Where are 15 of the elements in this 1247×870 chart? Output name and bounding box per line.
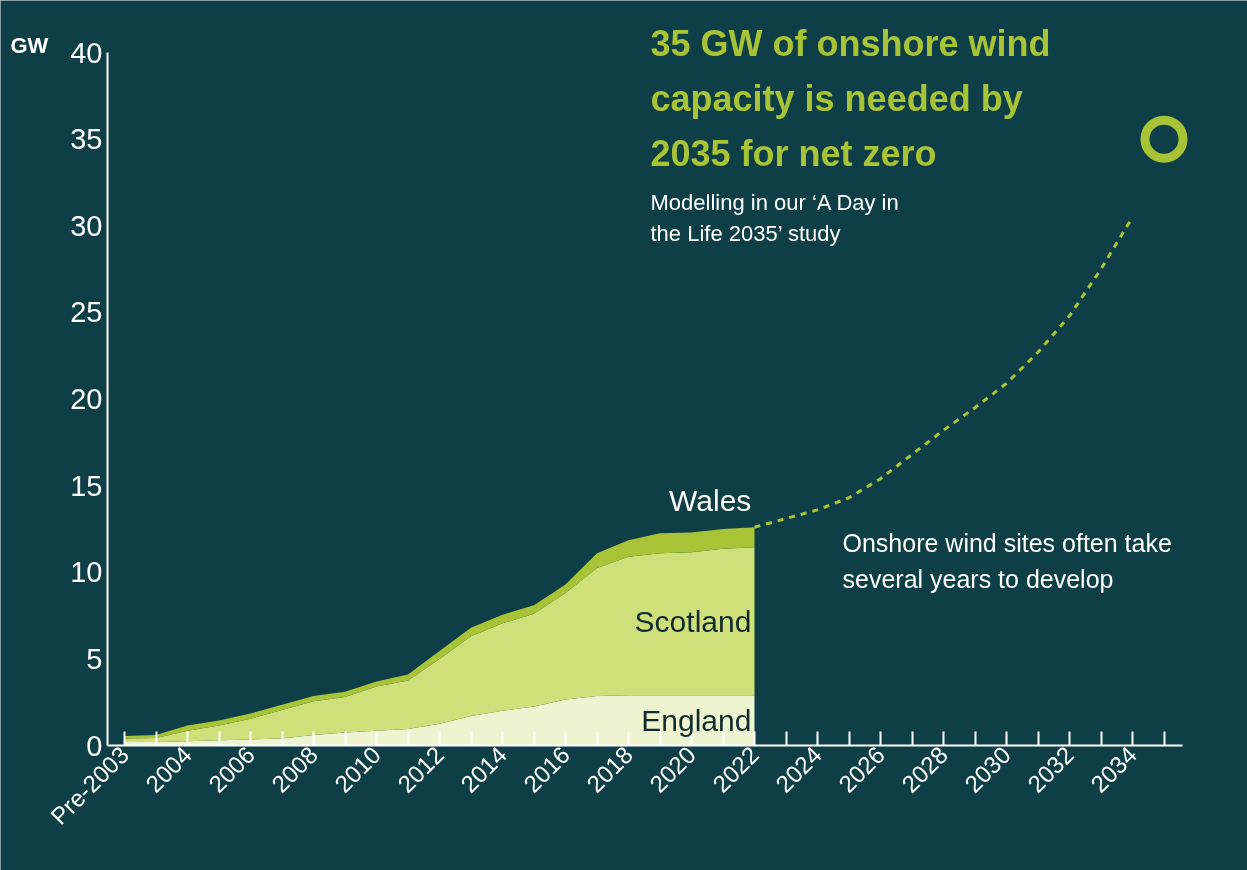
series-label: Scotland	[634, 604, 752, 638]
y-tick-label: 30	[70, 209, 103, 242]
y-axis-title: GW	[10, 32, 49, 58]
y-tick-label: 20	[70, 383, 103, 415]
text: 35 GW of onshore wind capacity is needed by 2035 for net zero	[650, 22, 1051, 174]
annotation: Onshore wind sites often take several years to develop	[842, 528, 1172, 593]
y-tick-label: 25	[70, 296, 103, 329]
series-label: Wales	[669, 483, 752, 517]
y-tick-label: 5	[86, 642, 103, 675]
series-label: England	[641, 703, 752, 737]
y-tick-label: 40	[70, 36, 103, 69]
y-tick-label: 15	[70, 469, 103, 502]
y-tick-label: 10	[70, 556, 103, 589]
y-tick-label: 35	[70, 123, 103, 156]
text: Modelling in our ‘A Day in the Life 2035’ study	[650, 189, 899, 246]
